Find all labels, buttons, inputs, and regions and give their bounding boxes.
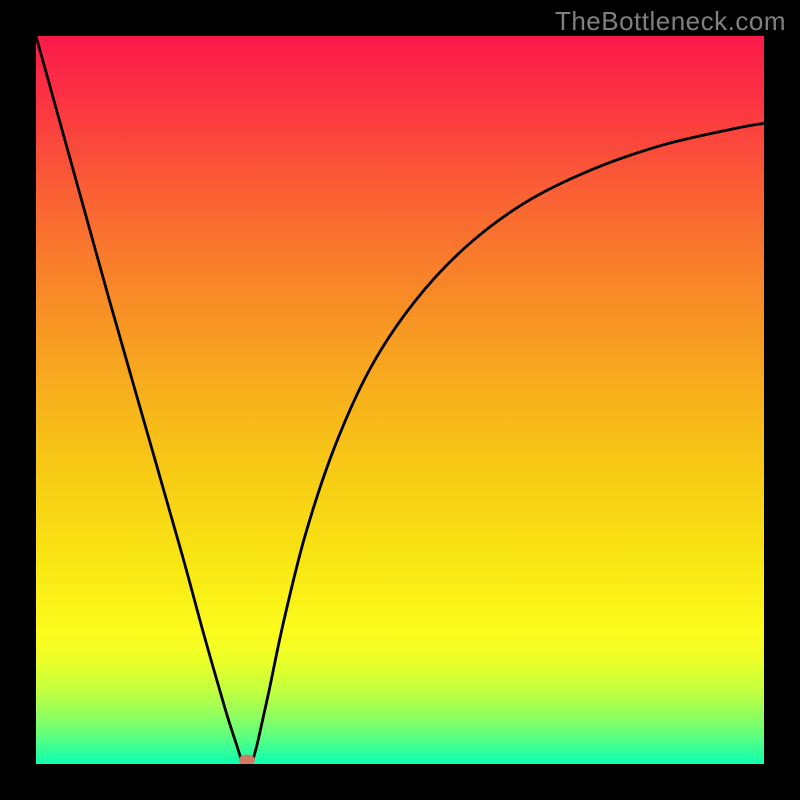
watermark-text: TheBottleneck.com: [555, 6, 786, 37]
curve-svg: [36, 36, 764, 764]
minimum-marker: [239, 754, 255, 764]
curve-right: [253, 123, 764, 759]
plot-area: [36, 36, 764, 764]
curve-left: [36, 36, 241, 760]
chart-frame: TheBottleneck.com: [0, 0, 800, 800]
